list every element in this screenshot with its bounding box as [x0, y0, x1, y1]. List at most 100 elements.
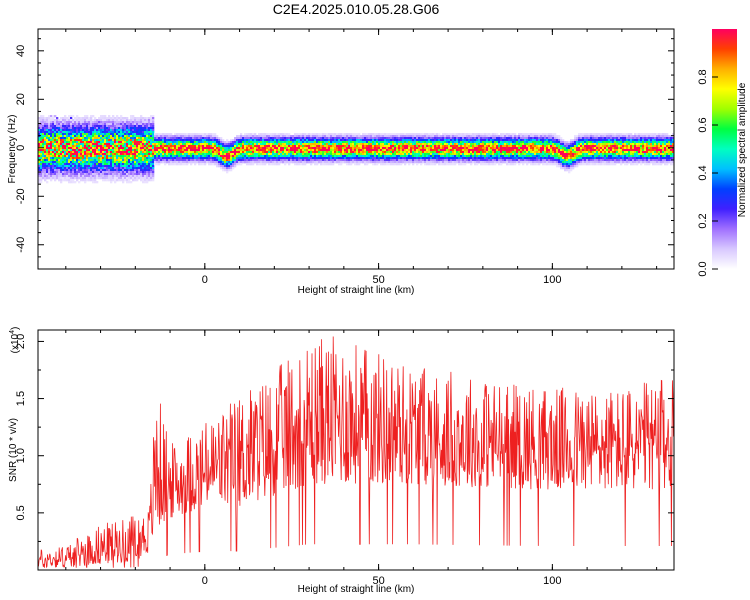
- heatmap-cell: [212, 149, 215, 152]
- heatmap-cell: [340, 133, 343, 136]
- heatmap-cell: [168, 147, 171, 150]
- heatmap-cell: [438, 151, 441, 154]
- heatmap-cell: [74, 137, 77, 140]
- heatmap-cell: [306, 147, 309, 150]
- heatmap-cell: [426, 157, 429, 160]
- heatmap-cell: [484, 147, 487, 150]
- heatmap-cell: [502, 153, 505, 156]
- heatmap-cell: [144, 151, 147, 154]
- heatmap-cell: [482, 141, 485, 144]
- heatmap-cell: [488, 141, 491, 144]
- heatmap-cell: [96, 153, 99, 156]
- heatmap-cell: [38, 139, 41, 142]
- heatmap-cell: [280, 161, 283, 164]
- heatmap-cell: [220, 153, 223, 156]
- heatmap-cell: [140, 117, 143, 120]
- heatmap-cell: [246, 143, 249, 146]
- heatmap-cell: [332, 141, 335, 144]
- heatmap-cell: [176, 137, 179, 140]
- heatmap-cell: [140, 157, 143, 160]
- heatmap-cell: [434, 147, 437, 150]
- heatmap-cell: [72, 165, 75, 168]
- heatmap-cell: [434, 139, 437, 142]
- heatmap-cell: [338, 147, 341, 150]
- heatmap-cell: [364, 139, 367, 142]
- heatmap-cell: [262, 151, 265, 154]
- heatmap-cell: [316, 147, 319, 150]
- heatmap-cell: [270, 137, 273, 140]
- heatmap-cell: [476, 163, 479, 166]
- heatmap-cell: [392, 161, 395, 164]
- heatmap-cell: [142, 163, 145, 166]
- heatmap-cell: [264, 143, 267, 146]
- heatmap-cell: [416, 155, 419, 158]
- heatmap-cell: [440, 137, 443, 140]
- heatmap-cell: [62, 159, 65, 162]
- heatmap-cell: [482, 149, 485, 152]
- heatmap-cell: [368, 133, 371, 136]
- heatmap-cell: [184, 161, 187, 164]
- heatmap-cell: [162, 149, 165, 152]
- heatmap-cell: [46, 151, 49, 154]
- heatmap-cell: [146, 159, 149, 162]
- heatmap-cell: [426, 135, 429, 138]
- heatmap-cell: [328, 155, 331, 158]
- heatmap-cell: [60, 165, 63, 168]
- heatmap-cell: [228, 165, 231, 168]
- heatmap-cell: [56, 167, 59, 170]
- heatmap-cell: [468, 135, 471, 138]
- heatmap-cell: [550, 137, 553, 140]
- heatmap-cell: [218, 161, 221, 164]
- heatmap-cell: [528, 161, 531, 164]
- heatmap-cell: [306, 155, 309, 158]
- heatmap-cell: [126, 147, 129, 150]
- heatmap-cell: [476, 153, 479, 156]
- heatmap-cell: [60, 137, 63, 140]
- heatmap-cell: [100, 141, 103, 144]
- heatmap-cell: [198, 141, 201, 144]
- heatmap-cell: [76, 121, 79, 124]
- heatmap-cell: [482, 145, 485, 148]
- heatmap-cell: [92, 173, 95, 176]
- heatmap-cell: [364, 159, 367, 162]
- heatmap-cell: [144, 139, 147, 142]
- heatmap-cell: [378, 133, 381, 136]
- heatmap-cell: [488, 133, 491, 136]
- heatmap-cell: [150, 159, 153, 162]
- heatmap-cell: [510, 157, 513, 160]
- heatmap-cell: [92, 133, 95, 136]
- heatmap-cell: [68, 181, 71, 184]
- heatmap-cell: [410, 143, 413, 146]
- heatmap-cell: [400, 139, 403, 142]
- heatmap-cell: [252, 153, 255, 156]
- heatmap-cell: [134, 117, 137, 120]
- heatmap-cell: [296, 149, 299, 152]
- heatmap-cell: [524, 159, 527, 162]
- heatmap-cell: [66, 139, 69, 142]
- heatmap-cell: [240, 147, 243, 150]
- heatmap-cell: [72, 119, 75, 122]
- heatmap-cell: [346, 139, 349, 142]
- heatmap-cell: [40, 173, 43, 176]
- heatmap-cell: [74, 169, 77, 172]
- heatmap-cell: [542, 155, 545, 158]
- heatmap-cell: [56, 159, 59, 162]
- heatmap-cell: [58, 143, 61, 146]
- heatmap-cell: [302, 135, 305, 138]
- heatmap-cell: [86, 131, 89, 134]
- heatmap-cell: [184, 141, 187, 144]
- heatmap-cell: [364, 153, 367, 156]
- heatmap-cell: [506, 139, 509, 142]
- heatmap-cell: [298, 161, 301, 164]
- heatmap-cell: [130, 137, 133, 140]
- heatmap-cell: [140, 167, 143, 170]
- heatmap-cell: [274, 141, 277, 144]
- heatmap-cell: [394, 141, 397, 144]
- heatmap-cell: [134, 167, 137, 170]
- heatmap-cell: [464, 143, 467, 146]
- heatmap-cell: [542, 161, 545, 164]
- heatmap-cell: [78, 129, 81, 132]
- heatmap-cell: [46, 181, 49, 184]
- heatmap-cell: [194, 141, 197, 144]
- heatmap-cell: [420, 141, 423, 144]
